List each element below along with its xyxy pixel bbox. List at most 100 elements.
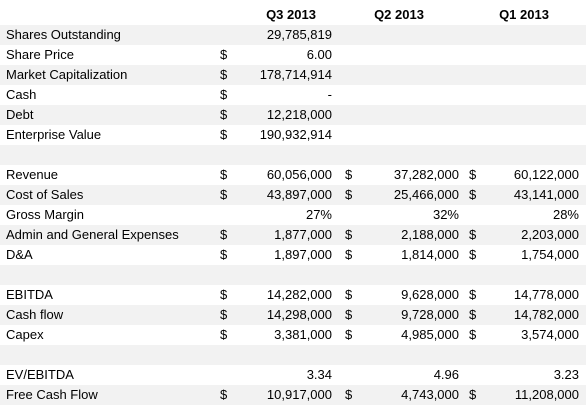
- value-q2: 2,188,000: [401, 227, 459, 242]
- currency-symbol: [469, 65, 481, 85]
- row-label: Cash flow: [6, 307, 64, 322]
- value-q3: 1,897,000: [274, 247, 332, 262]
- currency-symbol: $: [469, 167, 477, 182]
- row-label: EBITDA: [6, 287, 53, 302]
- currency-symbol: $: [220, 247, 228, 262]
- currency-symbol: $: [220, 307, 228, 322]
- row-label: EV/EBITDA: [6, 367, 74, 382]
- currency-symbol: $: [469, 307, 477, 322]
- currency-symbol: [469, 265, 481, 285]
- currency-symbol: [345, 25, 357, 45]
- currency-symbol: $: [220, 87, 228, 102]
- currency-symbol: $: [345, 187, 353, 202]
- currency-symbol: $: [469, 287, 477, 302]
- currency-symbol: [220, 25, 232, 45]
- value-q3: 190,932,914: [259, 127, 332, 142]
- table-row: Cost of Sales $43,897,000 $25,466,000 $43,1…: [0, 185, 586, 205]
- currency-symbol: $: [220, 227, 228, 242]
- row-label: Share Price: [6, 47, 74, 62]
- value-q2: 4.96: [433, 367, 459, 382]
- currency-symbol: [220, 265, 232, 285]
- table-row: Gross Margin 27% 32% 28%: [0, 205, 586, 225]
- table-row: [0, 265, 586, 285]
- currency-symbol: $: [220, 327, 228, 342]
- value-q3: 3,381,000: [274, 327, 332, 342]
- value-q1: 14,778,000: [513, 287, 579, 302]
- currency-symbol: [469, 365, 481, 385]
- value-q2: 32%: [432, 207, 459, 222]
- currency-symbol: $: [345, 227, 353, 242]
- currency-symbol: $: [220, 47, 228, 62]
- value-q3: 29,785,819: [266, 27, 332, 42]
- currency-symbol: [345, 125, 357, 145]
- currency-symbol: $: [345, 327, 353, 342]
- currency-symbol: [220, 365, 232, 385]
- value-q1: 3,574,000: [521, 327, 579, 342]
- value-q2: 4,985,000: [401, 327, 459, 342]
- table-row: Revenue $60,056,000 $37,282,000 $60,122,000: [0, 165, 586, 185]
- table-row: Admin and General Expenses $1,877,000 $2,1…: [0, 225, 586, 245]
- currency-symbol: [345, 145, 357, 165]
- currency-symbol: [469, 85, 481, 105]
- row-label: Enterprise Value: [6, 127, 102, 142]
- row-label: Revenue: [6, 167, 59, 182]
- currency-symbol: [469, 45, 481, 65]
- currency-symbol: $: [469, 387, 477, 402]
- currency-symbol: [345, 265, 357, 285]
- value-q3: 3.34: [306, 367, 332, 382]
- table-row: Free Cash Flow $10,917,000 $4,743,000 $11,2…: [0, 385, 586, 405]
- column-header-q2: Q2 2013: [374, 7, 424, 22]
- table-row: Share Price $6.00: [0, 45, 586, 65]
- currency-symbol: [345, 365, 357, 385]
- table-row: Shares Outstanding 29,785,819: [0, 25, 586, 45]
- table-row: EV/EBITDA 3.34 4.96 3.23: [0, 365, 586, 385]
- row-label: Free Cash Flow: [6, 387, 98, 402]
- currency-symbol: [469, 25, 481, 45]
- value-q2: 9,628,000: [401, 287, 459, 302]
- currency-symbol: $: [220, 107, 228, 122]
- currency-symbol: [220, 145, 232, 165]
- currency-symbol: $: [220, 127, 228, 142]
- currency-symbol: [469, 125, 481, 145]
- value-q1: 60,122,000: [513, 167, 579, 182]
- table-row: [0, 345, 586, 365]
- table-row: Cash flow $14,298,000 $9,728,000 $14,782,00…: [0, 305, 586, 325]
- currency-symbol: $: [220, 387, 228, 402]
- row-label: Cash: [6, 87, 37, 102]
- row-label: Cost of Sales: [6, 187, 84, 202]
- value-q3: 27%: [305, 207, 332, 222]
- value-q2: 4,743,000: [401, 387, 459, 402]
- currency-symbol: $: [345, 167, 353, 182]
- column-header-q3: Q3 2013: [266, 7, 316, 22]
- currency-symbol: $: [220, 67, 228, 82]
- table-row: [0, 145, 586, 165]
- value-q2: 37,282,000: [393, 167, 459, 182]
- header-row: Q3 2013 Q2 2013 Q1 2013: [0, 5, 586, 25]
- value-q1: 2,203,000: [521, 227, 579, 242]
- currency-symbol: $: [220, 187, 228, 202]
- table-row: D&A $1,897,000 $1,814,000 $1,754,000: [0, 245, 586, 265]
- currency-symbol: [345, 105, 357, 125]
- table-row: Capex $3,381,000 $4,985,000 $3,574,000: [0, 325, 586, 345]
- value-q3: 178,714,914: [259, 67, 332, 82]
- table-row: Market Capitalization $178,714,914: [0, 65, 586, 85]
- row-label: Capex: [6, 327, 44, 342]
- currency-symbol: [345, 345, 357, 365]
- row-label: D&A: [6, 247, 33, 262]
- value-q1: 1,754,000: [521, 247, 579, 262]
- currency-symbol: [220, 205, 232, 225]
- currency-symbol: $: [469, 247, 477, 262]
- value-q3: 10,917,000: [266, 387, 332, 402]
- currency-symbol: [345, 205, 357, 225]
- currency-symbol: [469, 345, 481, 365]
- currency-symbol: $: [469, 227, 477, 242]
- table-row: Debt $12,218,000: [0, 105, 586, 125]
- currency-symbol: $: [345, 287, 353, 302]
- value-q3: 6.00: [306, 47, 332, 62]
- value-q1: 3.23: [553, 367, 579, 382]
- value-q3: 14,298,000: [266, 307, 332, 322]
- table-row: Enterprise Value $190,932,914: [0, 125, 586, 145]
- currency-symbol: [220, 345, 232, 365]
- value-q3: -: [327, 87, 332, 102]
